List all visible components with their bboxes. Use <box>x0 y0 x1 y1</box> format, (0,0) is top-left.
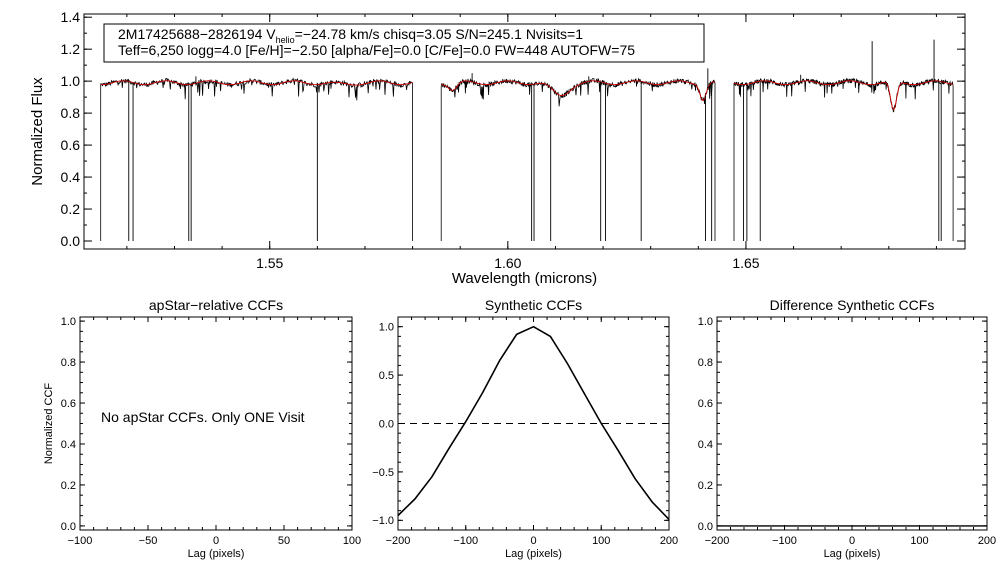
x-tick-label: 1.65 <box>732 255 759 271</box>
info-line-1-part-b: =−24.78 km/s chisq=3.05 S/N=245.1 Nvisit… <box>295 26 584 42</box>
info-line-1-part-a: 2M17425688−2826194 V <box>118 26 276 42</box>
spectrum-ylabel: Normalized Flux <box>29 77 46 186</box>
y-tick-label: 0.6 <box>61 398 76 410</box>
x-tick-label: 0 <box>530 535 536 547</box>
y-tick-label: 0.0 <box>698 521 713 533</box>
x-tick-label: 100 <box>343 535 361 547</box>
y-tick-label: 1.0 <box>61 316 76 328</box>
x-tick-label: −100 <box>68 535 93 547</box>
x-tick-label: 0 <box>849 535 855 547</box>
y-tick-label: 0.0 <box>61 233 81 249</box>
y-tick-label: 0.8 <box>698 357 713 369</box>
y-tick-label: 0.0 <box>379 418 394 430</box>
y-tick-label: 0.5 <box>379 370 394 382</box>
synthetic-ccf-xlabel: Lag (pixels) <box>505 548 562 560</box>
difference-ccf-xlabel: Lag (pixels) <box>824 548 881 560</box>
observed-spectrum-chip <box>733 77 954 241</box>
y-tick-label: −0.5 <box>372 467 394 479</box>
info-box <box>103 23 705 63</box>
model-spectrum <box>100 80 954 111</box>
y-tick-label: 0.2 <box>61 480 76 492</box>
no-ccf-annotation: No apStar CCFs. Only ONE Visit <box>101 409 305 425</box>
x-tick-label: 1.60 <box>494 255 521 271</box>
y-tick-label: 0.6 <box>61 137 81 153</box>
observed-spectrum-chip <box>100 77 413 241</box>
y-tick-label: 0.8 <box>61 357 76 369</box>
info-line-2: Teff=6,250 logg=4.0 [Fe/H]=−2.50 [alpha/… <box>118 42 635 58</box>
observed-spectrum <box>100 77 954 241</box>
y-tick-label: 0.6 <box>698 398 713 410</box>
y-tick-label: −1.0 <box>372 515 394 527</box>
x-tick-label: −200 <box>705 535 730 547</box>
x-tick-label: −200 <box>386 535 411 547</box>
x-tick-label: 200 <box>978 535 996 547</box>
difference-ccf-frame <box>716 316 988 531</box>
x-tick-label: −50 <box>139 535 158 547</box>
info-line-1: 2M17425688−2826194 Vhelio=−24.78 km/s ch… <box>118 26 583 45</box>
y-tick-label: 1.4 <box>61 9 81 25</box>
y-tick-label: 0.4 <box>61 439 76 451</box>
y-tick-label: 1.0 <box>379 322 394 334</box>
y-tick-label: 0.2 <box>698 480 713 492</box>
model-spectrum-chip <box>100 80 413 86</box>
y-tick-label: 0.4 <box>61 169 81 185</box>
apstar-ccf-ylabel: Normalized CCF <box>43 383 55 465</box>
y-tick-label: 1.2 <box>61 41 81 57</box>
y-tick-label: 1.0 <box>61 73 81 89</box>
x-tick-label: 100 <box>910 535 928 547</box>
apstar-ccf-title: apStar−relative CCFs <box>149 297 283 313</box>
x-tick-label: 0 <box>213 535 219 547</box>
observed-spectrum-chip <box>440 77 716 241</box>
synthetic-ccf-title: Synthetic CCFs <box>485 297 582 313</box>
x-tick-label: −100 <box>772 535 797 547</box>
y-tick-label: 0.4 <box>698 439 713 451</box>
y-tick-label: 0.0 <box>61 521 76 533</box>
model-spectrum-chip <box>733 80 954 111</box>
synthetic-ccf-curve <box>397 325 670 520</box>
apstar-ccf-xlabel: Lag (pixels) <box>188 548 245 560</box>
x-tick-label: 100 <box>592 535 610 547</box>
y-tick-label: 1.0 <box>698 316 713 328</box>
y-tick-label: 0.2 <box>61 201 81 217</box>
x-tick-label: −100 <box>453 535 478 547</box>
info-line-1-subscript: helio <box>276 35 295 45</box>
difference-ccf-title: Difference Synthetic CCFs <box>770 297 935 313</box>
x-tick-label: 1.55 <box>256 255 283 271</box>
x-tick-label: 50 <box>278 535 290 547</box>
spectrum-frame <box>83 13 966 250</box>
y-tick-label: 0.8 <box>61 105 81 121</box>
spectrum-xlabel: Wavelength (microns) <box>452 270 597 287</box>
model-spectrum-chip <box>441 80 716 101</box>
x-tick-label: 200 <box>660 535 678 547</box>
